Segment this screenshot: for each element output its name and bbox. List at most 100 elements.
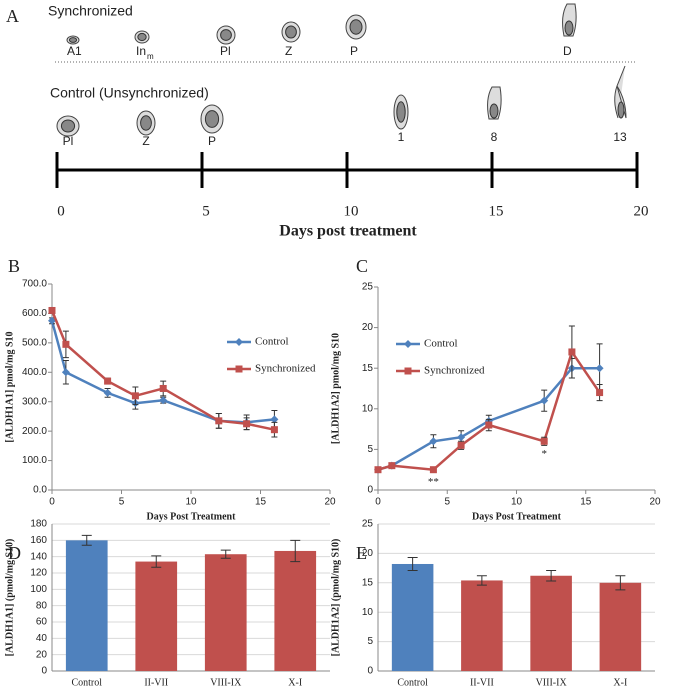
panel-label: E <box>356 543 367 563</box>
y-axis-label: [ALDH1A2] (pmol/mg S10) <box>330 539 341 657</box>
y-tick-label: 160 <box>30 535 47 546</box>
y-tick-label: 140 <box>30 551 47 562</box>
y-axis-label: [ALDH1A1] pmol/mg S10 <box>4 331 15 442</box>
x-tick-label: VIII-IX <box>210 677 242 687</box>
stage-nucleus <box>140 115 152 131</box>
series-line <box>377 366 600 471</box>
x-tick-label: II-VII <box>470 677 494 687</box>
bar <box>391 563 434 671</box>
y-tick-label: 180 <box>30 519 47 530</box>
series-line <box>50 310 275 431</box>
stage-label: Pl <box>63 134 74 148</box>
point <box>131 392 139 400</box>
point <box>104 377 112 385</box>
y-tick-label: 80 <box>36 600 48 611</box>
y-tick-label: 15 <box>362 363 374 374</box>
point <box>429 466 437 474</box>
sync-title: Synchronized <box>48 3 133 19</box>
point <box>61 368 70 377</box>
timeline-label: Days post treatment <box>279 223 417 240</box>
y-tick-label: 120 <box>30 568 47 579</box>
point <box>243 420 251 428</box>
legend-label: Control <box>424 338 458 350</box>
point <box>48 316 56 325</box>
stage-nucleus <box>68 37 78 43</box>
panel-label: C <box>356 256 368 276</box>
y-tick-label: 600.0 <box>22 308 47 319</box>
point <box>457 441 465 449</box>
annotation: * <box>541 448 547 460</box>
point <box>595 364 604 373</box>
y-tick-label: 300.0 <box>22 396 47 407</box>
bar <box>461 580 503 671</box>
panel-label: A <box>6 6 19 26</box>
point <box>159 384 167 392</box>
stage-nucleus <box>60 119 76 133</box>
stage-label: 13 <box>613 130 627 144</box>
y-tick-label: 25 <box>362 519 374 530</box>
bar <box>274 550 317 671</box>
y-tick-label: 20 <box>362 548 374 559</box>
x-tick-label: 5 <box>119 497 125 508</box>
y-tick-label: 0 <box>367 485 373 496</box>
bar <box>135 561 178 671</box>
timeline-tick-label: 15 <box>489 203 504 219</box>
y-tick-label: 25 <box>362 282 374 293</box>
series-line <box>377 349 601 471</box>
point <box>388 462 396 470</box>
legend-label: Control <box>255 336 289 348</box>
x-tick-label: Control <box>71 677 102 687</box>
y-tick-label: 500.0 <box>22 337 47 348</box>
y-tick-label: 5 <box>367 636 373 647</box>
error-bar <box>220 549 231 559</box>
point <box>374 466 382 474</box>
point <box>270 415 279 424</box>
point <box>215 417 223 425</box>
y-axis-label: [ALDH1A1] (pmol/mg S10) <box>4 539 15 657</box>
timeline-tick-label: 10 <box>344 203 359 219</box>
legend-label: Synchronized <box>255 363 316 375</box>
x-tick-label: 15 <box>580 497 592 508</box>
y-tick-label: 400.0 <box>22 367 47 378</box>
stage-nucleus <box>564 20 574 36</box>
y-tick-label: 60 <box>36 617 48 628</box>
x-tick-label: 10 <box>185 497 197 508</box>
x-axis-label: Days Post Treatment <box>472 511 562 522</box>
stage-nucleus <box>137 32 147 42</box>
x-tick-label: 0 <box>375 497 381 508</box>
y-tick-label: 100.0 <box>22 455 47 466</box>
y-tick-label: 0 <box>367 666 373 677</box>
stage-nucleus <box>285 25 297 39</box>
x-tick-label: 20 <box>649 497 661 508</box>
stage-label: P <box>350 44 358 58</box>
point <box>485 421 493 429</box>
point <box>568 348 576 356</box>
error-bar <box>81 534 92 546</box>
x-tick-label: X-I <box>613 677 627 687</box>
y-tick-label: 10 <box>362 607 374 618</box>
stage-nucleus <box>617 101 625 119</box>
x-tick-label: Control <box>397 677 428 687</box>
point <box>62 340 70 348</box>
x-tick-label: 0 <box>49 497 55 508</box>
x-tick-label: 5 <box>444 497 450 508</box>
x-tick-label: 15 <box>255 497 267 508</box>
point <box>103 388 112 397</box>
stage-label: Z <box>285 44 292 58</box>
legend-marker <box>235 338 243 346</box>
y-axis-label: [ALDH1A2] pmol/mg S10 <box>330 333 341 444</box>
timeline-tick-label: 0 <box>57 203 65 219</box>
y-tick-label: 200.0 <box>22 426 47 437</box>
y-tick-label: 0 <box>41 666 47 677</box>
point <box>159 396 168 405</box>
stage-label: 8 <box>491 130 498 144</box>
stage-label: In <box>136 44 146 58</box>
annotation: ** <box>428 476 439 488</box>
y-tick-label: 700.0 <box>22 279 47 290</box>
stage-nucleus <box>220 29 232 41</box>
bar <box>599 582 642 671</box>
bar <box>204 554 247 671</box>
point <box>48 306 56 314</box>
legend-marker <box>404 340 412 348</box>
point <box>596 389 604 397</box>
